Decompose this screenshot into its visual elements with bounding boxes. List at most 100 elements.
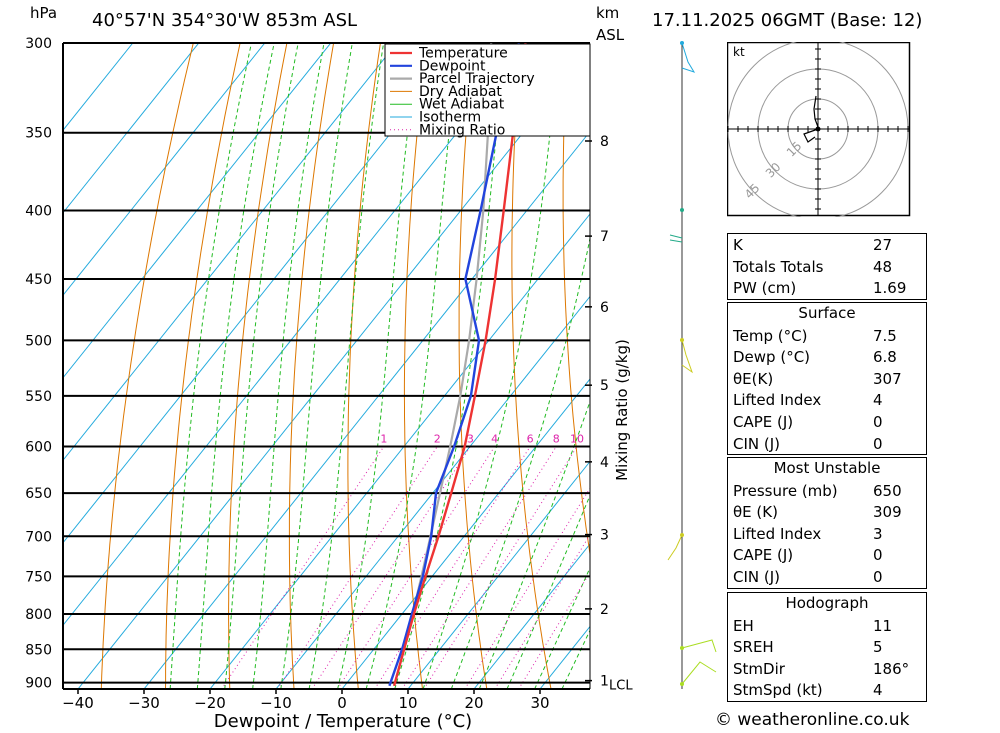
- temperature-tick-label: −40: [62, 694, 94, 712]
- hodograph-unit: kt: [733, 45, 745, 59]
- hodo-row: StmSpd (kt) 4: [733, 681, 883, 700]
- wet-adiabat-line: [337, 43, 420, 689]
- dry-adiabat-line: [100, 43, 194, 689]
- pressure-tick-label: 900: [25, 676, 52, 692]
- wind-barb: [681, 639, 717, 653]
- isotherm-line: [63, 43, 134, 132]
- dry-adiabat-line: [511, 43, 552, 689]
- temperature-tick-label: 0: [337, 694, 347, 712]
- datetime-title: 17.11.2025 06GMT (Base: 12): [652, 10, 923, 31]
- surface-row: CIN (J) 0: [733, 434, 883, 453]
- wet-adiabat-line: [365, 43, 460, 689]
- index-row-pw: PW (cm) 1.69: [733, 279, 907, 298]
- pressure-tick-label: 700: [25, 529, 52, 545]
- wet-adiabat-line: [394, 43, 507, 689]
- hodo-row: SREH 5: [733, 638, 883, 657]
- km-tick-label: 3: [600, 528, 609, 544]
- lcl-label: LCL: [609, 679, 633, 694]
- km-tick-label: 7: [600, 229, 609, 245]
- mixing-ratio-line: [464, 487, 590, 689]
- wet-adiabat-line: [478, 399, 590, 689]
- mixing-ratio-label: 1: [380, 433, 387, 446]
- hodo-row: StmDir 186°: [733, 659, 910, 678]
- legend-label: Dewpoint: [419, 58, 486, 74]
- location-title: 40°57'N 354°30'W 853m ASL: [92, 10, 358, 31]
- index-row-totals: Totals Totals 48: [733, 257, 893, 276]
- pressure-tick-label: 750: [25, 569, 52, 585]
- storm-motion-dot: [815, 126, 821, 132]
- wind-barb: [669, 234, 683, 243]
- temperature-tick-label: −20: [194, 694, 226, 712]
- mixing-ratio-axis-label: Mixing Ratio (g/kg): [613, 339, 631, 481]
- km-tick-label: 2: [600, 602, 609, 618]
- mixing-ratio-label: 6: [527, 433, 534, 446]
- mixing-ratio-line: [277, 446, 438, 689]
- mixing-ratio-label: 3: [467, 433, 474, 446]
- isotherm-line: [143, 130, 590, 689]
- pressure-tick-label: 650: [25, 486, 52, 502]
- km-tick-label: 5: [600, 378, 609, 394]
- wind-barb-dot: [680, 646, 684, 650]
- wind-barb: [681, 661, 717, 685]
- most-unstable-title: Most Unstable: [773, 459, 881, 477]
- dry-adiabat-line: [562, 43, 590, 558]
- km-tick-label: 1: [600, 674, 609, 690]
- wind-barb-dot: [680, 41, 684, 45]
- asl-unit-label: ASL: [596, 26, 625, 44]
- mu-row: CAPE (J) 0: [733, 546, 883, 565]
- hodograph-table: Hodograph EH 11 SREH 5 StmDir 186° StmSpd (…: [727, 592, 927, 702]
- index-row-k: K 27: [733, 236, 893, 254]
- pressure-tick-label: 800: [25, 607, 52, 623]
- mixing-ratio-label: 8: [553, 433, 560, 446]
- km-tick-label: 6: [600, 300, 609, 316]
- legend-label: Parcel Trajectory: [419, 71, 535, 87]
- dry-adiabat-line: [989, 43, 1000, 689]
- pressure-tick-label: 450: [25, 272, 52, 288]
- mu-row: Pressure (mb) 650: [733, 481, 902, 500]
- wet-adiabat-line: [196, 43, 275, 689]
- dewpoint-line: [388, 43, 521, 687]
- legend-box: [384, 43, 591, 137]
- dry-adiabat-line: [942, 43, 1000, 689]
- dry-adiabat-line: [165, 43, 241, 689]
- mixing-ratio-line: [311, 446, 471, 689]
- temperature-tick-label: 10: [398, 694, 417, 712]
- mixing-ratio-label: 4: [491, 433, 498, 446]
- mixing-ratio-line: [374, 446, 531, 689]
- most-unstable-table: Most Unstable Pressure (mb) 650 θE (K) 309…: [727, 457, 927, 589]
- surface-title: Surface: [798, 304, 856, 322]
- pressure-tick-label: 400: [25, 203, 52, 219]
- dry-adiabat-line: [288, 43, 335, 689]
- hodograph-trace: [813, 95, 819, 128]
- hodograph-trace: [803, 128, 819, 143]
- km-tick-label: 4: [600, 455, 609, 471]
- surface-row: CAPE (J) 0: [733, 412, 883, 431]
- wind-barb-dot: [680, 208, 684, 212]
- mixing-ratio-line: [518, 571, 590, 689]
- dry-adiabat-line: [458, 43, 488, 689]
- wet-adiabat-line: [224, 43, 299, 689]
- isotherm-line: [275, 295, 590, 689]
- legend-label: Temperature: [418, 46, 508, 62]
- mixing-ratio-line: [423, 446, 578, 689]
- mixing-ratio-label: 2: [434, 433, 441, 446]
- isotherm-line: [407, 460, 590, 689]
- wet-adiabat-line: [252, 43, 325, 689]
- pressure-unit-label: hPa: [30, 4, 58, 22]
- isotherm-line: [63, 43, 530, 627]
- isotherm-line: [63, 43, 200, 214]
- mu-row: θE (K) 309: [733, 503, 902, 522]
- surface-table: Surface Temp (°C) 7.5 Dewp (°C) 6.8 θE(K) 3…: [727, 302, 927, 456]
- copyright-footer[interactable]: © weatheronline.co.uk: [715, 710, 910, 730]
- legend-label: Isotherm: [419, 110, 481, 126]
- pressure-tick-label: 500: [25, 333, 52, 349]
- km-unit-label: km: [596, 4, 620, 22]
- temperature-tick-label: −10: [260, 694, 292, 712]
- isotherm-line: [209, 213, 590, 689]
- wet-adiabat-line: [169, 43, 252, 689]
- temperature-tick-label: 30: [530, 694, 549, 712]
- wet-adiabat-line: [422, 43, 560, 689]
- hodo-row: EH 11: [733, 616, 893, 635]
- wind-barb-dot: [680, 682, 684, 686]
